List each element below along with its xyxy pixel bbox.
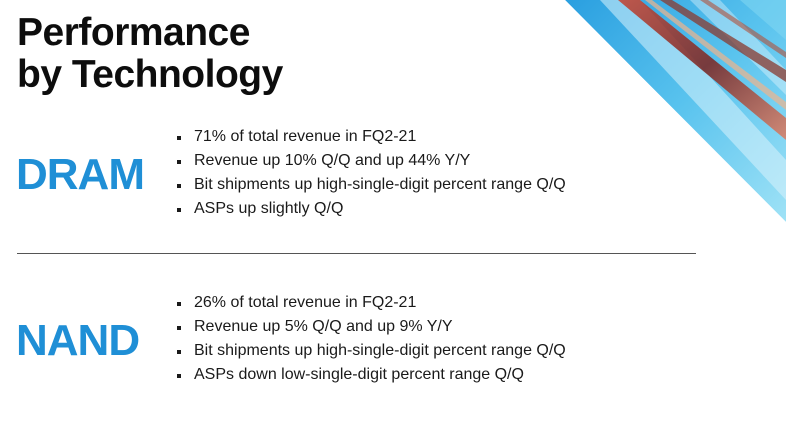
list-item: ASPs down low-single-digit percent range…	[176, 363, 566, 387]
bullet-icon	[177, 160, 181, 164]
bullet-icon	[177, 374, 181, 378]
bullet-icon	[177, 208, 181, 212]
bullet-text: Bit shipments up high-single-digit perce…	[194, 176, 566, 193]
bullet-text: ASPs up slightly Q/Q	[194, 200, 344, 217]
page-title-line-2: by Technology	[17, 53, 283, 96]
page-title: Performance by Technology	[17, 12, 283, 96]
page-title-line-1: Performance	[17, 11, 250, 54]
dram-section-label: DRAM	[16, 150, 145, 199]
nand-section-label: NAND	[16, 316, 140, 365]
list-item: Revenue up 5% Q/Q and up 9% Y/Y	[176, 315, 566, 339]
bullet-text: 26% of total revenue in FQ2-21	[194, 294, 417, 311]
bullet-icon	[177, 184, 181, 188]
bullet-icon	[177, 350, 181, 354]
dram-bullet-list: 71% of total revenue in FQ2-21 Revenue u…	[176, 125, 566, 221]
bullet-text: 71% of total revenue in FQ2-21	[194, 128, 417, 145]
bullet-icon	[177, 302, 181, 306]
nand-bullet-list: 26% of total revenue in FQ2-21 Revenue u…	[176, 291, 566, 387]
bullet-text: Revenue up 10% Q/Q and up 44% Y/Y	[194, 152, 471, 169]
list-item: Revenue up 10% Q/Q and up 44% Y/Y	[176, 149, 566, 173]
list-item: ASPs up slightly Q/Q	[176, 197, 566, 221]
bullet-text: ASPs down low-single-digit percent range…	[194, 366, 524, 383]
bullet-text: Revenue up 5% Q/Q and up 9% Y/Y	[194, 318, 453, 335]
list-item: Bit shipments up high-single-digit perce…	[176, 339, 566, 363]
list-item: 26% of total revenue in FQ2-21	[176, 291, 566, 315]
bullet-text: Bit shipments up high-single-digit perce…	[194, 342, 566, 359]
bullet-icon	[177, 136, 181, 140]
section-divider	[17, 253, 696, 254]
list-item: Bit shipments up high-single-digit perce…	[176, 173, 566, 197]
bullet-icon	[177, 326, 181, 330]
list-item: 71% of total revenue in FQ2-21	[176, 125, 566, 149]
